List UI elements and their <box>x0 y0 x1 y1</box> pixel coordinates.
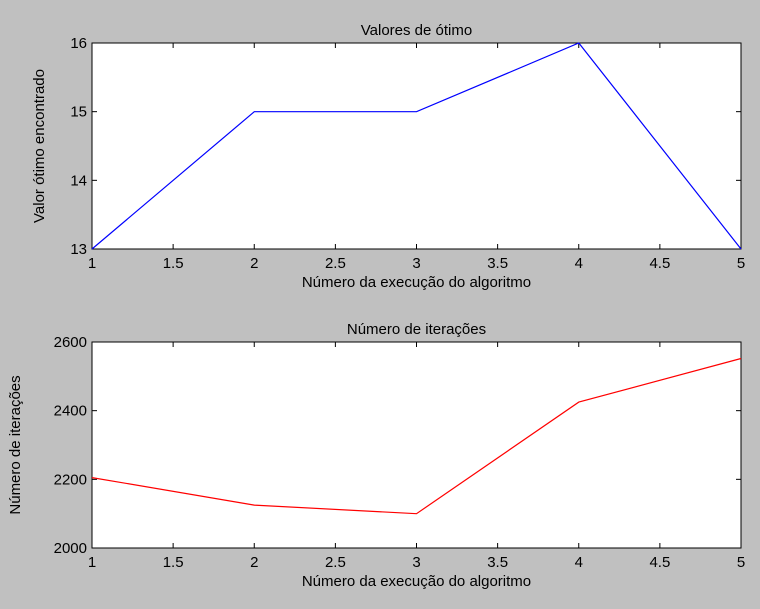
x-tick-label: 4.5 <box>649 554 670 571</box>
y-tick-label: 15 <box>70 104 87 121</box>
x-axis-label: Número da execução do algoritmo <box>302 274 531 291</box>
x-tick-label: 1 <box>88 554 96 571</box>
x-tick-label: 4 <box>575 255 583 272</box>
x-tick-label: 3.5 <box>487 554 508 571</box>
y-ticks: 2000 2200 2400 2600 <box>54 334 741 557</box>
y-tick-label: 2000 <box>54 540 87 557</box>
x-axis-label: Número da execução do algoritmo <box>302 573 531 590</box>
subplot-iterations: 1 1.5 2 2.5 3 3.5 4 4.5 5 2000 2200 2400 2600 Númer… <box>7 321 745 590</box>
series-layer <box>91 42 742 250</box>
subplot-optimal-values: 1 1.5 2 2.5 3 3.5 4 4.5 5 13 14 15 16 Valores de ót… <box>31 22 745 291</box>
x-ticks: 1 1.5 2 2.5 3 3.5 4 4.5 5 <box>88 43 745 272</box>
x-tick-label: 2 <box>250 255 258 272</box>
y-axis-label: Valor ótimo encontrado <box>31 69 48 223</box>
x-tick-label: 1.5 <box>163 255 184 272</box>
x-tick-label: 3.5 <box>487 255 508 272</box>
chart-title: Número de iterações <box>347 321 486 338</box>
x-tick-label: 2.5 <box>325 554 346 571</box>
y-tick-label: 14 <box>70 172 87 189</box>
y-tick-label: 16 <box>70 35 87 52</box>
axes-frame <box>91 341 742 549</box>
x-tick-label: 2.5 <box>325 255 346 272</box>
x-tick-label: 4.5 <box>649 255 670 272</box>
y-tick-label: 2600 <box>54 334 87 351</box>
x-tick-label: 2 <box>250 554 258 571</box>
x-tick-label: 1 <box>88 255 96 272</box>
x-tick-label: 4 <box>575 554 583 571</box>
y-tick-label: 2200 <box>54 471 87 488</box>
x-tick-label: 1.5 <box>163 554 184 571</box>
series-layer <box>91 357 742 515</box>
chart-title: Valores de ótimo <box>361 22 472 39</box>
y-tick-label: 2400 <box>54 403 87 420</box>
x-ticks: 1 1.5 2 2.5 3 3.5 4 4.5 5 <box>88 342 745 571</box>
y-ticks: 13 14 15 16 <box>70 35 741 258</box>
x-tick-label: 5 <box>737 554 745 571</box>
y-axis-label: Número de iterações <box>7 375 24 514</box>
y-tick-label: 13 <box>70 241 87 258</box>
x-tick-label: 3 <box>412 554 420 571</box>
axes-frame <box>91 42 742 250</box>
x-tick-label: 5 <box>737 255 745 272</box>
x-tick-label: 3 <box>412 255 420 272</box>
